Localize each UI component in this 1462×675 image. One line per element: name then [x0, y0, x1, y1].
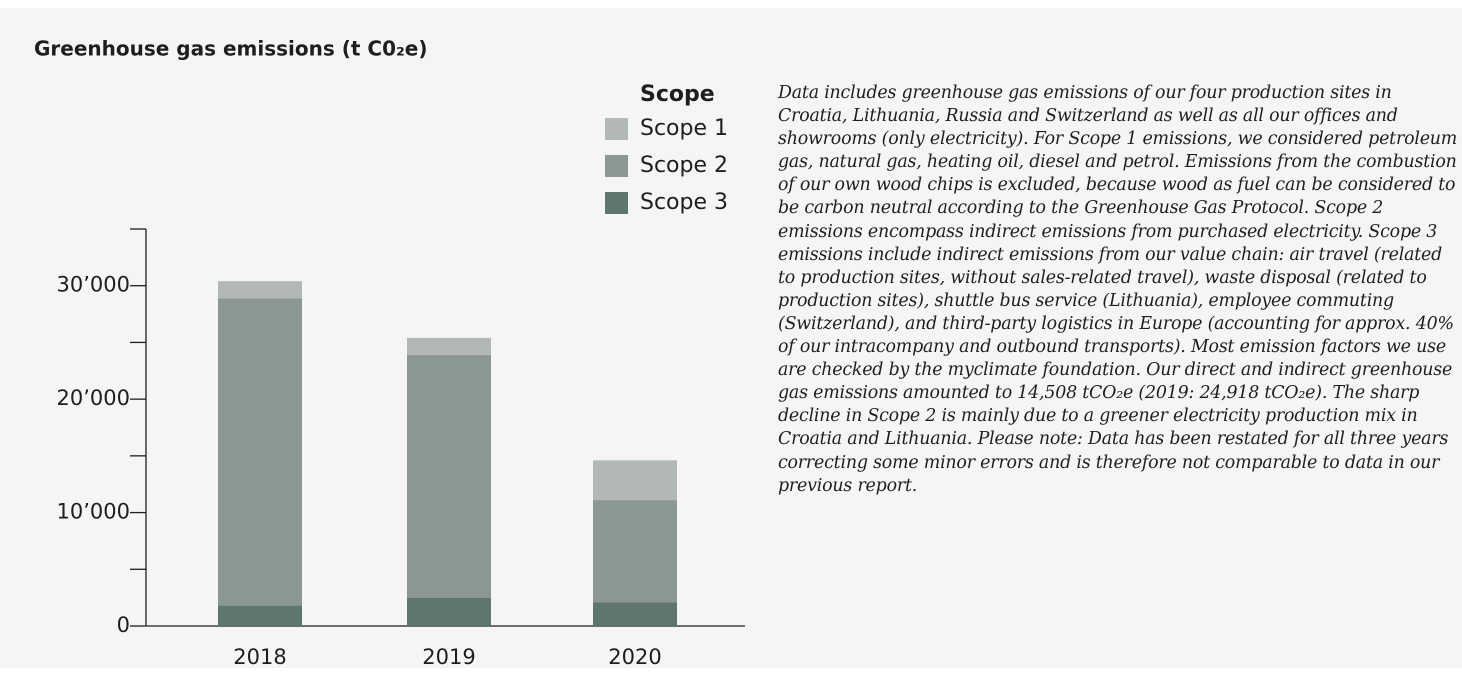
- x-tick-label: 2018: [233, 645, 286, 669]
- legend-swatch: [605, 192, 628, 214]
- y-tick-label: 20’000: [57, 386, 130, 410]
- y-tick-label: 30’000: [57, 273, 130, 297]
- legend-title: Scope: [640, 82, 715, 107]
- bar-segment: [593, 602, 677, 626]
- bar-segment: [218, 281, 302, 299]
- bar-segment: [593, 500, 677, 603]
- legend-label: Scope 3: [640, 190, 728, 215]
- x-tick-label: 2020: [608, 645, 661, 669]
- bar-segment: [407, 354, 491, 598]
- legend-swatch: [605, 118, 628, 140]
- y-tick-label: 0: [117, 613, 130, 637]
- bar-segment: [593, 460, 677, 501]
- y-tick-label: 10’000: [57, 500, 130, 524]
- legend-swatch: [605, 155, 628, 177]
- legend-label: Scope 1: [640, 116, 728, 141]
- bar-segment: [218, 298, 302, 606]
- x-tick-label: 2019: [422, 645, 475, 669]
- legend-label: Scope 2: [640, 153, 728, 178]
- bar-segment: [407, 597, 491, 626]
- chart-title: Greenhouse gas emissions (t C0₂e): [34, 37, 427, 61]
- bar-segment: [407, 337, 491, 355]
- bar-segment: [218, 605, 302, 626]
- note: Data includes greenhouse gas emissions o…: [778, 83, 1458, 496]
